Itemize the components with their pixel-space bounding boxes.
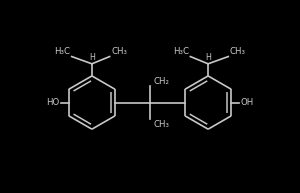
Text: H: H: [205, 53, 211, 62]
Text: H₃C: H₃C: [54, 47, 70, 56]
Text: HO: HO: [46, 98, 59, 107]
Text: H: H: [89, 53, 95, 62]
Text: CH₃: CH₃: [111, 47, 127, 56]
Text: CH₃: CH₃: [153, 119, 169, 129]
Text: OH: OH: [241, 98, 254, 107]
Text: CH₃: CH₃: [230, 47, 246, 56]
Text: H₃C: H₃C: [173, 47, 189, 56]
Text: CH₂: CH₂: [153, 77, 169, 86]
